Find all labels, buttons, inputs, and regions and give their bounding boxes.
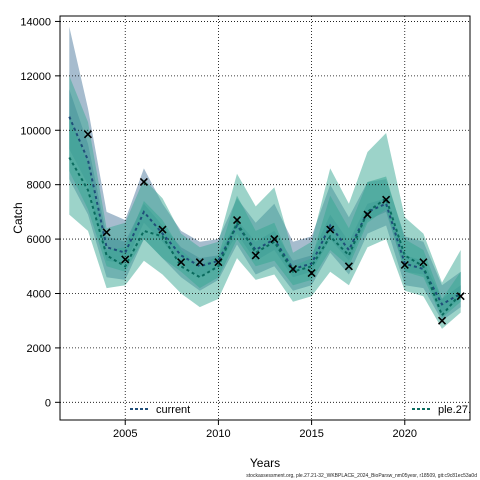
observed-point	[307, 269, 316, 278]
observed-point	[400, 260, 409, 269]
y-tick-label: 6000	[27, 234, 51, 246]
observed-point	[158, 225, 167, 234]
observed-point	[344, 262, 353, 271]
observed-point	[177, 258, 186, 267]
x-tick-label: 2005	[113, 428, 137, 440]
y-tick-label: 14000	[20, 16, 51, 28]
observed-point	[326, 225, 335, 234]
x-tick-label: 2015	[299, 428, 323, 440]
observed-point	[232, 215, 242, 225]
median-line-0	[68, 116, 462, 306]
y-tick-label: 2000	[27, 343, 51, 355]
observed-point	[139, 177, 148, 187]
legend: current ple.27.	[130, 404, 471, 416]
y-tick-label: 10000	[20, 125, 51, 137]
legend-label-current: current	[156, 404, 190, 416]
legend-label-ple27: ple.27.	[438, 404, 471, 416]
observed-point	[288, 264, 298, 274]
observed-point	[102, 228, 111, 237]
observed-point	[121, 255, 130, 264]
observed-point	[456, 292, 465, 301]
band-outer-1	[69, 75, 461, 329]
observed-point	[437, 316, 447, 325]
band-inner-1	[69, 116, 461, 318]
observed-point	[270, 235, 279, 244]
observed-point	[83, 130, 93, 139]
y-tick-label: 0	[45, 397, 51, 409]
x-tick-label: 2010	[206, 428, 230, 440]
y-tick-label: 12000	[20, 71, 51, 83]
observed-point	[382, 195, 391, 204]
observed-point	[251, 251, 260, 260]
observed-point	[195, 258, 204, 267]
observed-point	[214, 258, 223, 267]
y-tick-label: 8000	[27, 180, 51, 192]
footnote: stockassessment.org, ple.27.21-32_WKBPLA…	[246, 473, 477, 479]
observed-point	[419, 258, 428, 267]
y-axis-title: Catch	[11, 202, 25, 233]
x-tick-label: 2020	[393, 428, 417, 440]
observed-point	[363, 210, 372, 219]
plot-frame	[59, 15, 471, 421]
y-tick-label: 4000	[27, 288, 51, 300]
x-axis-title: Years	[250, 456, 280, 470]
